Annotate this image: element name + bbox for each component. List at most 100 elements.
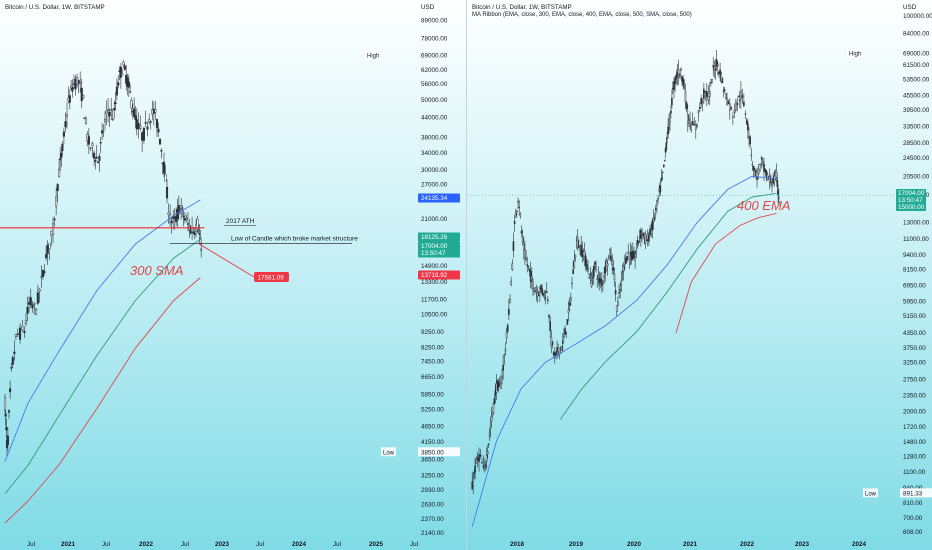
candle-body — [165, 186, 169, 199]
candle-body — [43, 271, 46, 273]
y-tick-label: 24500.00 — [903, 155, 930, 162]
price-badge: 13718.92 — [418, 270, 460, 280]
candle-body — [519, 213, 522, 217]
candle-body — [56, 184, 59, 192]
left-chart-panel[interactable]: Bitcoin / U.S. Dollar, 1W, BITSTAMP USD 8… — [0, 0, 466, 550]
candle-body — [671, 97, 673, 106]
candle-body — [744, 113, 747, 115]
candle-body — [514, 213, 517, 218]
candle-body — [141, 132, 144, 141]
y-tick-label: 34000.00 — [421, 150, 448, 157]
candle-body — [596, 278, 599, 280]
low-tag-bg — [863, 488, 878, 498]
candle-body — [663, 164, 665, 168]
candle-body — [565, 331, 568, 334]
candle-body — [656, 200, 658, 206]
candle-body — [626, 256, 628, 261]
candle-body — [525, 258, 527, 261]
candle-body — [108, 111, 111, 117]
candle-body — [544, 297, 547, 299]
candle-body — [669, 113, 671, 123]
candle-body — [505, 331, 508, 339]
candle-body — [35, 309, 38, 315]
candle-body — [617, 301, 619, 306]
candle-body — [129, 91, 132, 93]
right-chart-panel[interactable]: Bitcoin / U.S. Dollar, 1W, BITSTAMP MA R… — [467, 0, 932, 550]
candle-body — [144, 122, 147, 124]
candle-body — [107, 109, 110, 111]
candle-body — [673, 81, 675, 91]
price-badge-bg — [418, 241, 460, 251]
candle-body — [745, 120, 748, 124]
low-value-label: 891.33 — [903, 490, 923, 497]
right-chart-svg[interactable]: USD 100000.00 84000.00 69000.00 61500.00 5350… — [467, 0, 932, 550]
candle-body — [518, 206, 521, 209]
candle-body — [634, 256, 636, 261]
candle-body — [180, 205, 183, 210]
candle-body — [777, 191, 779, 194]
candle-body — [708, 91, 711, 97]
candle-body — [503, 354, 506, 357]
candle-body — [583, 250, 586, 258]
low-tag-label: Low — [383, 450, 395, 456]
candle-body — [23, 330, 26, 333]
candle-body — [573, 259, 576, 268]
candle-body — [663, 159, 666, 162]
candle-body — [19, 327, 22, 340]
candle-body — [591, 276, 594, 279]
candle-body — [7, 410, 11, 413]
candle-body — [743, 101, 745, 107]
usd-axis-label: USD — [903, 4, 917, 11]
panel-divider[interactable] — [466, 0, 467, 550]
candle-body — [139, 125, 142, 129]
candle-body — [9, 388, 12, 393]
candle-body — [531, 276, 533, 281]
candle-body — [91, 143, 94, 146]
candle-body — [130, 99, 133, 109]
left-chart-svg[interactable]: USD 89000.00 78000.00 69000.00 62000.00 56000… — [0, 0, 466, 550]
usd-axis-label: USD — [421, 4, 435, 11]
candle-body — [771, 184, 773, 187]
candle-body — [64, 121, 67, 128]
candle-body — [738, 99, 741, 102]
y-tick-label: 5250.00 — [421, 407, 444, 414]
y-tick-label: 39500.00 — [903, 107, 930, 114]
candle-body — [488, 432, 491, 436]
y-tick-label: 2750.00 — [903, 376, 926, 383]
candle-body — [493, 398, 496, 404]
candle-body — [541, 288, 543, 294]
y-tick-label: 10500.00 — [421, 311, 448, 318]
candle-body — [158, 138, 162, 145]
candle-body — [766, 174, 769, 181]
candle-body — [46, 244, 49, 255]
high-tag-label: High — [849, 52, 861, 58]
ma-line-ema-300 — [471, 175, 777, 527]
candle-body — [706, 91, 708, 98]
candle-body — [501, 376, 503, 378]
candle-body — [615, 305, 618, 312]
high-marker: High — [365, 50, 381, 60]
candle-body — [729, 103, 731, 111]
candle-body — [516, 210, 518, 212]
price-badge-value: 13718.92 — [421, 272, 448, 279]
candle-body — [644, 234, 647, 244]
candle-body — [694, 124, 697, 130]
y-tick-label: 1100.00 — [903, 469, 926, 476]
candle-body — [770, 182, 772, 184]
candle-body — [726, 98, 728, 105]
candle-body — [635, 251, 638, 254]
candle-body — [606, 263, 609, 267]
candle-body — [520, 231, 523, 234]
candle-body — [751, 164, 754, 166]
y-tick-label: 78000.00 — [421, 36, 448, 43]
candle-body — [555, 351, 557, 356]
candle-body — [637, 240, 640, 243]
y-tick-label: 1480.00 — [903, 439, 926, 446]
candle-body — [657, 198, 659, 200]
candle-body — [543, 290, 546, 292]
high-tag-bg — [847, 48, 863, 58]
candle-body — [196, 218, 199, 230]
candle-body — [197, 230, 200, 232]
y-tick-label: 50000.00 — [421, 97, 448, 104]
candle-body — [654, 208, 657, 210]
